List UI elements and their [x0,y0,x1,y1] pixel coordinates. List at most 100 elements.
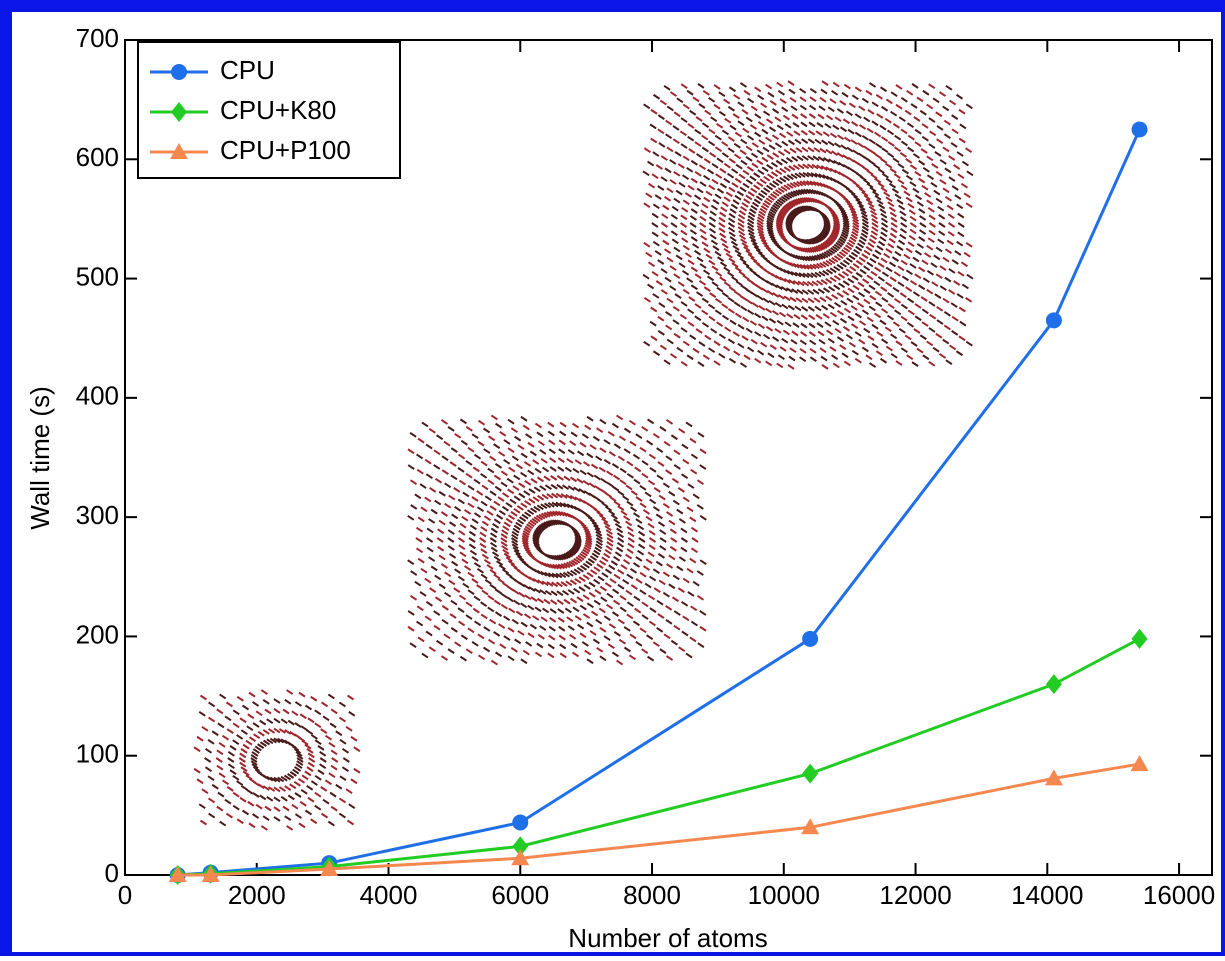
inset-atom [730,240,738,247]
inset-atom [273,708,281,714]
inset-atom [769,235,777,242]
inset-atom [782,114,790,121]
inset-atom [304,809,313,816]
inset-atom [477,440,485,447]
inset-atom [201,788,209,795]
inset-atom [768,144,776,151]
inset-atom [493,474,501,481]
inset-atom [799,96,807,103]
inset-atom [778,211,786,218]
inset-atom [745,298,753,305]
inset-atom [468,543,476,550]
inset-atom [625,484,633,491]
inset-atom [550,483,558,490]
inset-atom [532,535,540,542]
inset-atom [643,297,651,303]
inset-atom [557,617,565,623]
inset-atom [798,172,806,178]
inset-atom [539,589,547,595]
inset-atom [939,285,947,291]
inset-atom [758,305,766,311]
inset-atom [494,611,503,617]
inset-atom [629,633,637,640]
inset-atom [437,545,445,552]
inset-atom [867,109,875,115]
inset-atom [639,502,647,509]
inset-atom [533,486,541,493]
inset-atom [753,259,761,266]
inset-atom [868,362,877,368]
inset-atom [832,229,840,235]
inset-atom [657,330,665,336]
inset-atom [921,123,929,129]
inset-atom [314,709,322,716]
inset-atom [861,134,869,141]
inset-atom [758,210,766,217]
inset-atom [647,160,655,167]
inset-atom [480,460,488,467]
inset-atom [252,813,260,819]
inset-atom [772,108,780,114]
inset-atom [477,633,485,640]
inset-atom [733,301,741,308]
inset-atom [708,128,716,135]
inset-atom [619,479,627,486]
inset-atom [742,261,750,268]
inset-atom [574,540,582,547]
inset-atom [926,103,934,110]
inset-atom [788,279,796,285]
inset-atom [819,296,827,303]
inset-atom [619,606,627,613]
inset-atom [682,340,690,347]
inset-atom [414,493,422,500]
inset-atom [434,596,443,603]
inset-atom [594,546,602,553]
inset-atom [675,189,683,196]
inset-atom [635,433,643,440]
inset-atom [838,282,846,289]
inset-atom [426,537,434,543]
inset-atom [613,555,621,562]
inset-atom [657,128,665,135]
inset-atom [595,455,603,462]
inset-atom [756,219,764,225]
inset-atom [918,236,926,242]
inset-atom [832,227,840,234]
inset-atom [566,570,574,577]
inset-atom [808,331,816,337]
inset-atom [666,511,674,517]
inset-atom [927,206,935,213]
inset-atom [897,178,905,185]
inset-atom [870,173,878,180]
inset-atom [610,560,618,566]
inset-atom [524,525,532,532]
inset-atom [753,245,761,252]
inset-atom [608,509,616,516]
inset-atom [613,443,621,449]
inset-atom [898,204,906,211]
inset-atom [269,776,277,783]
inset-atom [532,538,540,545]
inset-atom [709,292,717,298]
inset-atom [739,82,748,88]
inset-atom [948,176,956,182]
inset-atom [809,87,817,94]
inset-atom [926,199,934,206]
inset-atom [822,226,830,233]
inset-atom [742,127,750,134]
inset-atom [842,290,850,296]
inset-atom [881,172,889,179]
inset-atom [695,328,703,334]
inset-atom [931,163,939,169]
inset-atom [670,213,678,220]
inset-atom [739,257,747,264]
inset-atom [697,431,705,438]
inset-atom [520,471,528,478]
inset-atom [673,624,681,631]
inset-atom [441,455,449,462]
inset-atom [727,136,735,142]
inset-atom [846,297,854,304]
inset-atom [242,743,250,750]
inset-atom [729,208,737,214]
inset-atom [551,581,559,588]
